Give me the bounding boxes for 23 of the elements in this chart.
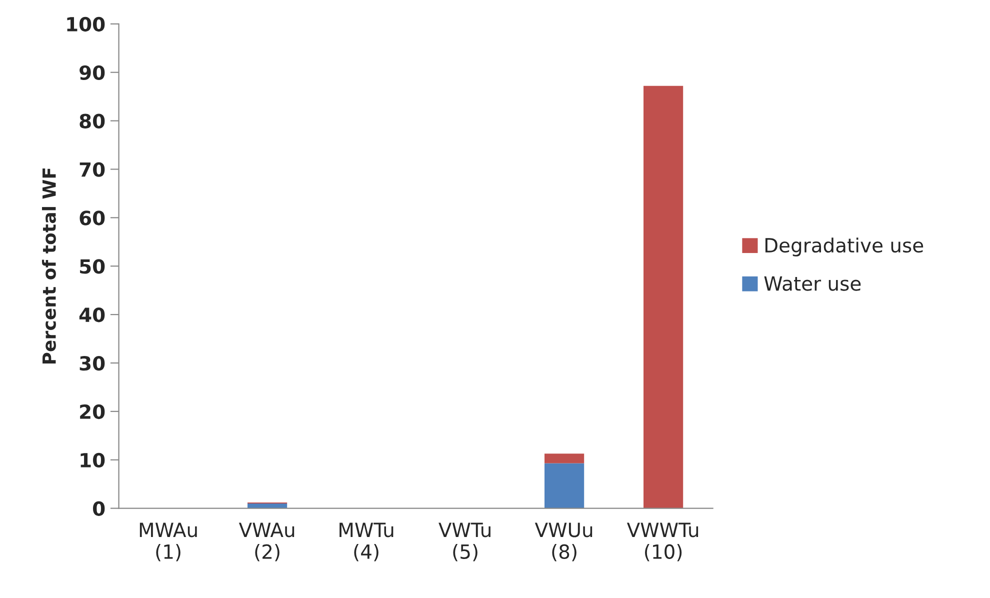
y-tick-label: 60 <box>80 210 105 226</box>
x-tick-label: VWTu (5) <box>438 522 490 562</box>
y-tick-label: 100 <box>67 16 105 32</box>
y-tick-label: 30 <box>80 356 105 371</box>
y-tick-label: 80 <box>80 114 105 128</box>
legend-label: Water use <box>764 276 861 291</box>
y-tick-label: 40 <box>79 308 105 322</box>
bar <box>644 86 684 508</box>
y-tick-label: 20 <box>80 404 105 420</box>
legend-label: Degradative use <box>765 238 924 256</box>
y-tick-label: 0 <box>93 501 105 516</box>
x-tick-label: VWUu (8) <box>534 522 592 562</box>
y-tick-label: 90 <box>80 65 105 80</box>
x-tick-label: MWAu (1) <box>140 522 197 562</box>
x-tick-label: MWTu (4) <box>340 522 394 562</box>
bar <box>544 463 584 508</box>
y-tick-label: 70 <box>80 162 105 177</box>
bar <box>544 454 584 464</box>
y-axis-title: Percent of total WF <box>42 168 56 364</box>
x-tick-label: VWWTu (10) <box>626 522 698 562</box>
y-tick-label: 10 <box>80 452 105 468</box>
x-tick-label: VWAu (2) <box>238 522 294 562</box>
y-tick-label: 50 <box>80 259 105 274</box>
